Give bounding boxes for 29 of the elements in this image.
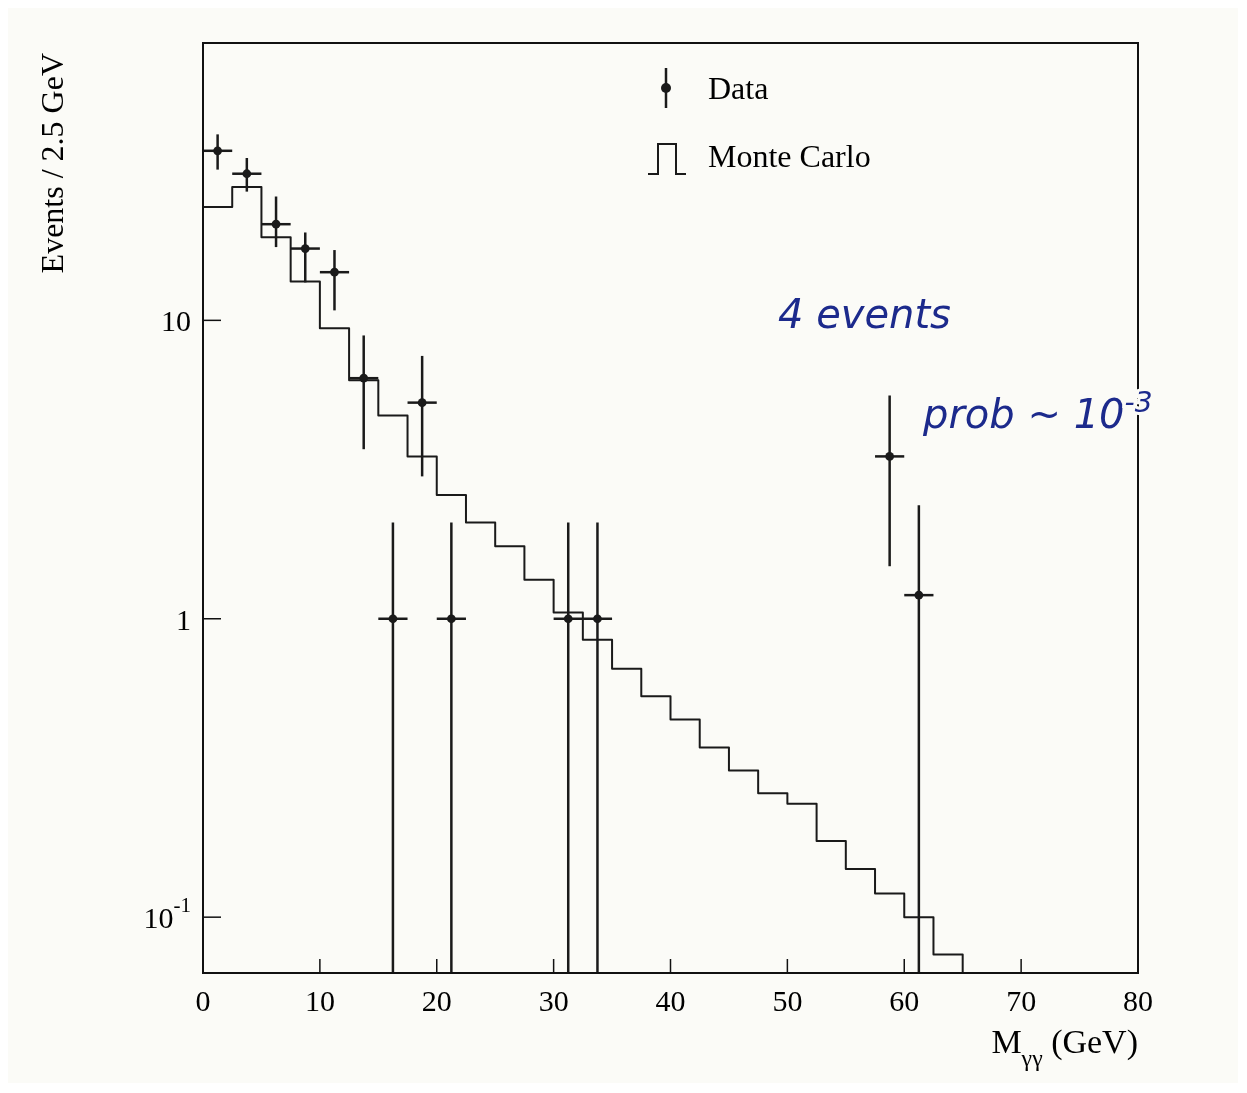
legend-label: Monte Carlo [708,138,871,174]
point [563,614,573,624]
legend-label: Data [708,70,769,106]
point [914,590,924,600]
x-tick-label: 30 [538,984,569,1017]
y-tick-label: 10$^{-1}$ [143,893,191,934]
x-tick-label: 70 [1006,984,1037,1017]
x-tick-label: 60 [889,984,920,1017]
x-axis-title: M$_{γγ}$ (GeV) [991,1023,1138,1071]
x-tick-label: 50 [772,984,803,1017]
x-tick-label: 40 [655,984,686,1017]
point [213,146,222,156]
y-tick-label: 1 [176,602,191,636]
point [271,219,281,229]
point [417,398,427,407]
point [242,169,252,179]
x-tick-label: 0 [195,984,211,1017]
annotation: 4 events [778,291,951,337]
x-tick-label: 20 [421,984,452,1017]
x-tick-label: 80 [1123,984,1153,1017]
point [885,452,895,461]
x-tick-label: 10 [304,984,335,1017]
point [593,614,602,624]
point [388,614,398,624]
y-axis-title: Events / 2.5 GeV [34,53,70,274]
point [300,244,310,253]
y-tick-label: 10 [161,303,191,337]
point [446,614,456,624]
point [330,267,339,277]
